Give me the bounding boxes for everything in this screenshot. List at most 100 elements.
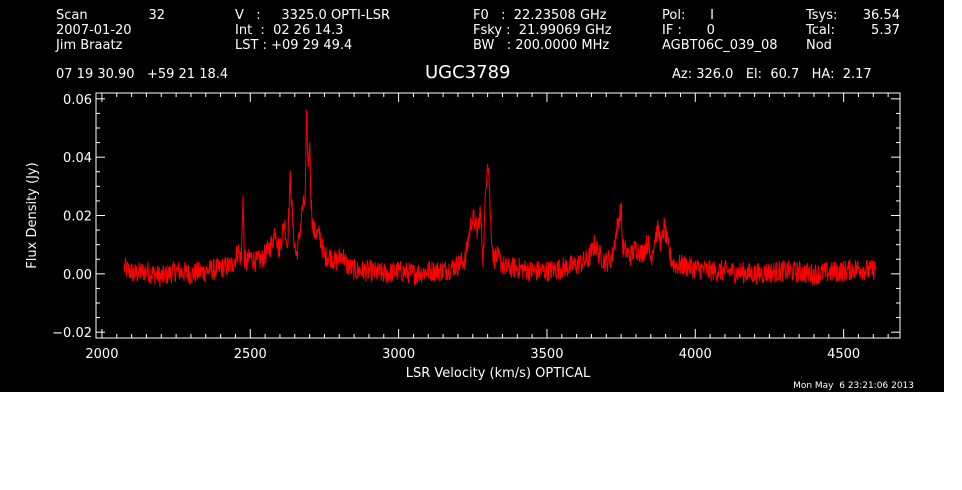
spectrum-data-point bbox=[625, 250, 626, 251]
spectrum-data-point bbox=[588, 259, 589, 260]
spectrum-data-point bbox=[241, 262, 242, 263]
spectrum-data-point bbox=[357, 270, 358, 271]
axis-labels: 2000 2500 3000 3500 4000 4500 −0.02 0.00 0.02 0.0… bbox=[25, 93, 860, 381]
spectrum-data-point bbox=[813, 273, 814, 274]
spectrum-data-point bbox=[594, 244, 595, 245]
spectrum-data-point bbox=[284, 221, 285, 222]
az-el-ha: Az: 326.0 El: 60.7 HA: 2.17 bbox=[672, 67, 872, 82]
observer-name: Jim Braatz bbox=[56, 38, 123, 53]
x-tick-label: 3000 bbox=[382, 347, 415, 362]
bandwidth: BW : 200.0000 MHz bbox=[473, 38, 610, 53]
spectrum-data-point bbox=[661, 244, 662, 245]
tcal-value: 5.37 bbox=[871, 23, 900, 38]
plot-frame bbox=[95, 92, 901, 339]
spectrum-data-point bbox=[296, 256, 297, 257]
lst-info: LST : +09 29 49.4 bbox=[235, 38, 353, 53]
x-tick-label: 3500 bbox=[530, 347, 563, 362]
spectrum-data-point bbox=[647, 241, 648, 242]
spectrum-data-point bbox=[465, 259, 466, 260]
spectrum-data-point bbox=[650, 259, 651, 260]
spectrum-data-point bbox=[489, 177, 490, 178]
spectrum-data-point bbox=[324, 256, 325, 257]
polarization: Pol: I bbox=[662, 8, 714, 23]
spectrum-data-point bbox=[695, 268, 696, 269]
spectrum-data-point bbox=[351, 268, 352, 269]
tcal-label: Tcal: bbox=[806, 23, 835, 38]
render-timestamp: Mon May 6 23:21:06 2013 bbox=[793, 381, 914, 391]
y-tick-label: 0.06 bbox=[63, 93, 92, 108]
spectrum-data-point bbox=[621, 206, 622, 207]
spectrum-data-point bbox=[275, 227, 276, 228]
spectrum-data-point bbox=[272, 241, 273, 242]
spectrum-data-point bbox=[247, 262, 248, 263]
spectrum-data-point bbox=[683, 265, 684, 266]
spectrum-data-point bbox=[532, 270, 533, 271]
spectrum-data-point bbox=[576, 265, 577, 266]
spectrum-data-point bbox=[600, 256, 601, 257]
x-tick-label: 2000 bbox=[85, 347, 118, 362]
spectrum-data-point bbox=[667, 241, 668, 242]
spectrum-data-point bbox=[244, 256, 245, 257]
spectrum-data-point bbox=[641, 253, 642, 254]
observation-date: 2007-01-20 bbox=[56, 23, 132, 38]
spectrum-data-point bbox=[612, 256, 613, 257]
switching-mode: Nod bbox=[806, 38, 832, 53]
spectrum-data-point bbox=[290, 177, 291, 178]
y-tick-label: 0.00 bbox=[63, 268, 92, 283]
spectrum-data-point bbox=[630, 256, 631, 257]
spectrum-chart: 2000 2500 3000 3500 4000 4500 −0.02 0.00 0.02 0.0… bbox=[25, 92, 901, 381]
spectrum-data-point bbox=[468, 238, 469, 239]
spectrum-data-point bbox=[710, 270, 711, 271]
spectrum-data-point bbox=[287, 247, 288, 248]
spectrum-data-point bbox=[505, 268, 506, 269]
spectrum-data-point bbox=[487, 157, 488, 158]
spectrum-trace-group bbox=[123, 110, 877, 287]
spectrum-data-point bbox=[256, 262, 257, 263]
spectrum-data-point bbox=[664, 227, 665, 228]
y-tick-label: 0.04 bbox=[63, 151, 92, 166]
spectrum-data-point bbox=[496, 256, 497, 257]
spectrum-data-point bbox=[500, 262, 501, 263]
velocity-info: V : 3325.0 OPTI-LSR bbox=[235, 8, 391, 23]
spectrum-data-point bbox=[368, 270, 369, 271]
spectrum-data-point bbox=[242, 192, 243, 193]
spectrum-data-point bbox=[546, 270, 547, 271]
spectrum-data-point bbox=[245, 265, 246, 266]
scan-label: Scan bbox=[56, 8, 88, 23]
spectrum-data-point bbox=[293, 233, 294, 234]
spectrum-data-point bbox=[319, 235, 320, 236]
spectrum-data-point bbox=[124, 268, 125, 269]
spectrum-data-point bbox=[606, 262, 607, 263]
spectrum-data-point bbox=[655, 235, 656, 236]
spectrum-data-point bbox=[674, 265, 675, 266]
spectrum-data-point bbox=[161, 276, 162, 277]
sky-frequency: Fsky : 21.99069 GHz bbox=[473, 23, 612, 38]
spectrum-data-point bbox=[305, 200, 306, 201]
spectrum-data-point bbox=[250, 256, 251, 257]
y-tick-label: −0.02 bbox=[52, 326, 92, 341]
spectrum-data-point bbox=[346, 265, 347, 266]
spectrum-data-point bbox=[480, 212, 481, 213]
spectrum-data-point bbox=[330, 256, 331, 257]
spectrum-data-point bbox=[190, 273, 191, 274]
spectrum-data-point bbox=[474, 218, 475, 219]
spectrum-data-point bbox=[176, 270, 177, 271]
x-tick-label: 4500 bbox=[827, 347, 860, 362]
spectrum-data-point bbox=[443, 270, 444, 271]
if-number: IF : 0 bbox=[662, 23, 715, 38]
chart-title: UGC3789 bbox=[425, 62, 511, 83]
spectrum-data-point bbox=[517, 268, 518, 269]
spectrum-data-point bbox=[299, 238, 300, 239]
x-tick-label: 2500 bbox=[234, 347, 267, 362]
plot-background bbox=[0, 0, 944, 392]
spectrum-data-point bbox=[870, 270, 871, 271]
x-axis-label: LSR Velocity (km/s) OPTICAL bbox=[406, 366, 591, 381]
spectrum-data-point bbox=[336, 262, 337, 263]
spectrum-data-point bbox=[342, 253, 343, 254]
spectrum-data-point bbox=[232, 265, 233, 266]
spectrum-data-point bbox=[268, 250, 269, 251]
integration-time: Int : 02 26 14.3 bbox=[235, 23, 344, 38]
spectrum-data-point bbox=[313, 230, 314, 231]
spectrum-data-point bbox=[281, 238, 282, 239]
